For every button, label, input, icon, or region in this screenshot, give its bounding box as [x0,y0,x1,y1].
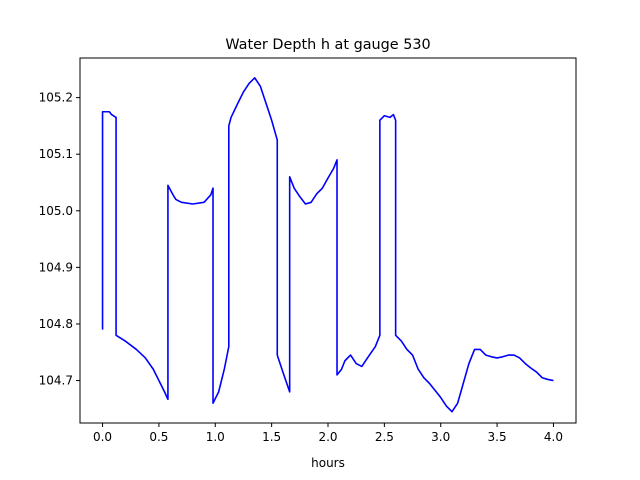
x-tick-label: 2.5 [375,430,394,444]
x-tick-label: 1.5 [262,430,281,444]
y-tick-label: 104.8 [39,317,73,331]
series-layer [101,77,554,413]
x-tick-label: 2.0 [318,430,337,444]
y-tick-label: 105.0 [39,204,73,218]
y-tick-label: 104.7 [39,374,73,388]
y-tick-label: 105.1 [39,147,73,161]
y-tick-label: 104.9 [39,260,73,274]
x-axis-title: hours [311,456,345,470]
x-tick-label: 1.0 [206,430,225,444]
x-axis: 0.0 0.5 1.0 1.5 2.0 2.5 3.0 3.5 4.0 [93,423,563,444]
chart-title: Water Depth h at gauge 530 [225,37,430,53]
plot-area [80,58,576,423]
x-tick-label: 0.0 [93,430,112,444]
y-tick-label: 105.2 [39,91,73,105]
x-tick-label: 0.5 [149,430,168,444]
x-tick-label: 4.0 [544,430,563,444]
y-axis: 104.7 104.8 104.9 105.0 105.1 105.2 [39,91,80,388]
series-line-0 [101,77,554,413]
x-tick-label: 3.0 [431,430,450,444]
x-tick-label: 3.5 [488,430,507,444]
